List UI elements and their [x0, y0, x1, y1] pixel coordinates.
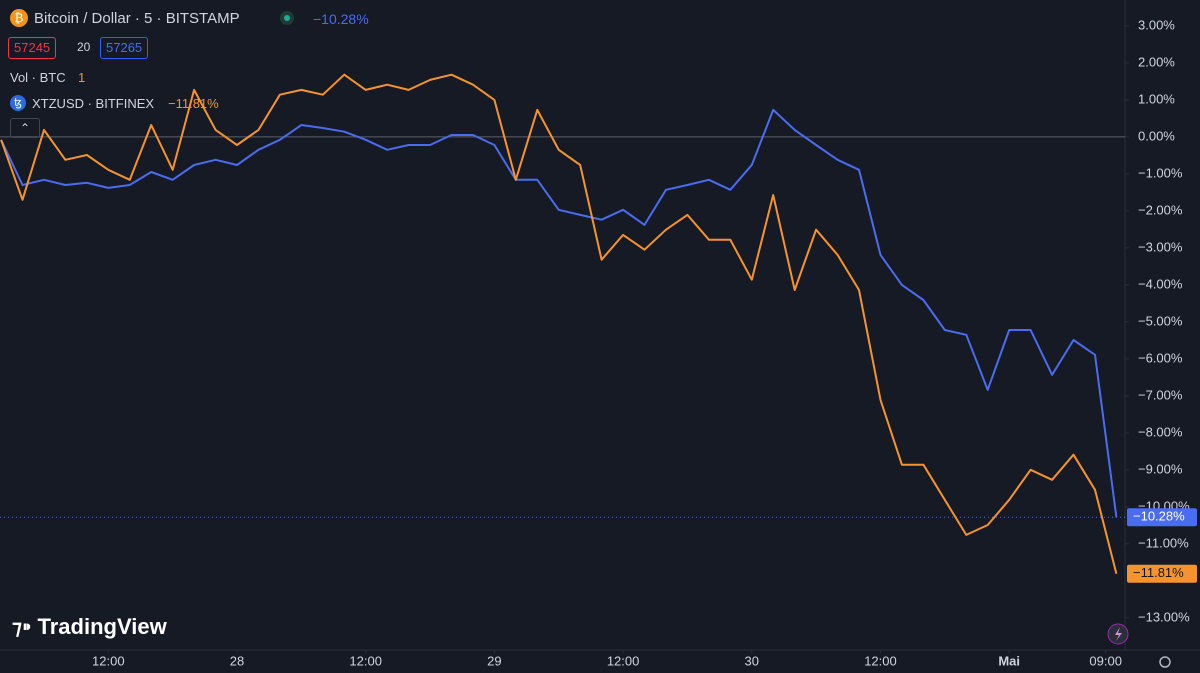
spread: 20 [77, 40, 91, 54]
y-tick-label: 3.00% [1138, 17, 1175, 32]
x-tick-label: 12:00 [92, 653, 125, 668]
volume-value: 1 [78, 70, 86, 85]
symbol-title[interactable]: Bitcoin / Dollar · 5 · BITSTAMP [34, 10, 240, 27]
price-flag-label: −11.81% [1133, 565, 1184, 580]
y-tick-label: −13.00% [1138, 609, 1190, 624]
x-tick-label: 12:00 [349, 653, 382, 668]
flash-glyph [1115, 627, 1122, 641]
y-tick-label: −2.00% [1138, 202, 1183, 217]
change-label: −10.28% [313, 11, 369, 27]
status-icon [280, 11, 294, 25]
volume-label: Vol · BTC [10, 70, 66, 85]
y-tick-label: −6.00% [1138, 350, 1183, 365]
compare-change: −11.81% [168, 96, 219, 111]
collapse-button[interactable]: ⌃ [10, 118, 40, 138]
series-line [0, 73, 1118, 575]
y-tick-label: 1.00% [1138, 91, 1175, 106]
settings-icon[interactable] [1159, 656, 1171, 668]
y-tick-label: 2.00% [1138, 54, 1175, 69]
x-tick-label: 09:00 [1089, 653, 1122, 668]
xtz-icon: ꜩ [10, 95, 26, 111]
btc-icon: ₿ [10, 9, 28, 27]
price-flag-label: −10.28% [1133, 509, 1185, 524]
x-tick-label: 29 [487, 653, 501, 668]
watermark-text: TradingView [37, 614, 167, 639]
y-tick-label: −1.00% [1138, 165, 1183, 180]
x-tick-label: 30 [745, 653, 759, 668]
y-tick-label: −8.00% [1138, 424, 1183, 439]
y-tick-label: −11.00% [1138, 535, 1189, 550]
buy-price[interactable]: 57265 [100, 37, 149, 59]
x-tick-label: Mai [998, 653, 1020, 668]
price-flag [1127, 564, 1197, 583]
x-tick-label: 12:00 [607, 653, 640, 668]
lines [0, 73, 1125, 575]
y-tick-label: −9.00% [1138, 461, 1183, 476]
y-tick-label: −4.00% [1138, 276, 1183, 291]
watermark: ⁊⁍ TradingView [12, 614, 167, 639]
y-tick-label: −7.00% [1138, 387, 1183, 402]
y-tick-label: −5.00% [1138, 313, 1183, 328]
x-tick-label: 28 [230, 653, 244, 668]
y-tick-label: −3.00% [1138, 239, 1183, 254]
sell-price[interactable]: 57245 [8, 37, 57, 59]
compare-symbol[interactable]: XTZUSD · BITFINEX [32, 96, 155, 111]
y-tick-label: 0.00% [1138, 128, 1175, 143]
x-tick-label: 12:00 [864, 653, 897, 668]
price-flag [1127, 508, 1197, 527]
series-line [0, 108, 1118, 518]
